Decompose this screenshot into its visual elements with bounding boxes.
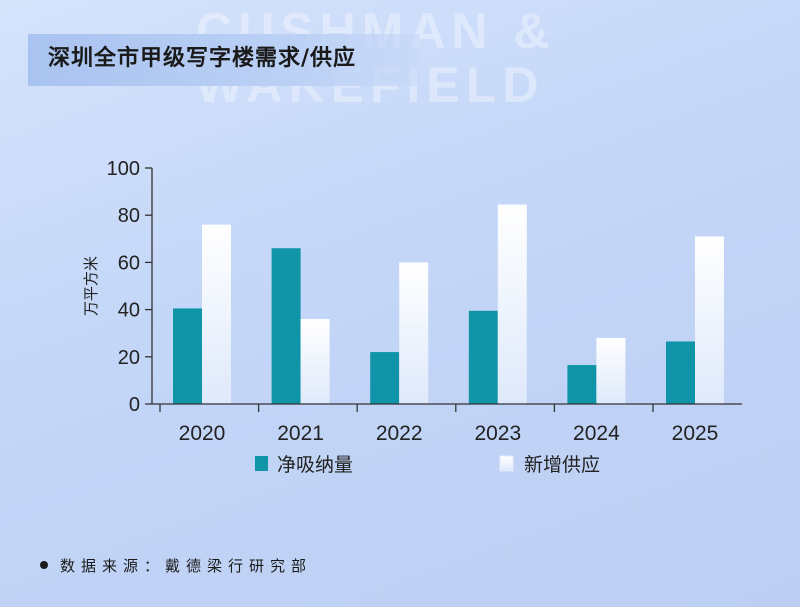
y-tick-label: 80 bbox=[118, 205, 140, 227]
legend: 净吸纳量 新增供应 bbox=[255, 454, 600, 476]
bar-2021-series-1 bbox=[300, 319, 330, 404]
x-tick-label: 2024 bbox=[573, 422, 620, 445]
legend-swatch-1 bbox=[499, 455, 514, 472]
bar-2025-series-1 bbox=[695, 236, 724, 404]
legend-label-1: 新增供应 bbox=[524, 454, 600, 476]
bar-2023-series-0 bbox=[468, 310, 498, 404]
source-bullet bbox=[40, 561, 48, 569]
bar-2025-series-0 bbox=[666, 341, 695, 404]
bar-2020-series-0 bbox=[173, 308, 202, 404]
bars-group bbox=[173, 204, 724, 404]
source-note: 数据来源：戴德梁行研究部 bbox=[60, 557, 313, 575]
x-tick-label: 2020 bbox=[179, 422, 226, 445]
bar-2020-series-1 bbox=[202, 224, 231, 404]
chart-title: 深圳全市甲级写字楼需求/供应 bbox=[48, 46, 357, 71]
x-tick-label: 2022 bbox=[376, 422, 423, 445]
y-axis-label: 万平方米 bbox=[82, 256, 100, 316]
y-tick-label: 20 bbox=[118, 347, 140, 369]
x-tick-label: 2025 bbox=[672, 422, 719, 445]
axes-group: 2020 2021 2022 2023 2024 2025 0 20 40 60 80 100 万平方米 bbox=[82, 158, 742, 445]
y-tick-label: 0 bbox=[129, 394, 140, 416]
legend-label-0: 净吸纳量 bbox=[277, 454, 353, 476]
bar-2023-series-1 bbox=[497, 204, 527, 404]
bar-2024-series-1 bbox=[596, 337, 626, 404]
y-tick-label: 40 bbox=[118, 300, 140, 322]
bar-2021-series-0 bbox=[271, 248, 301, 404]
legend-swatch-0 bbox=[255, 456, 268, 471]
x-tick-label: 2021 bbox=[277, 422, 324, 445]
bar-2024-series-0 bbox=[567, 365, 597, 404]
title-band bbox=[28, 34, 420, 86]
x-tick-label: 2023 bbox=[474, 422, 521, 445]
y-tick-label: 60 bbox=[118, 252, 140, 274]
bar-2022-series-0 bbox=[370, 352, 400, 404]
bar-2022-series-1 bbox=[399, 262, 429, 404]
y-tick-label: 100 bbox=[107, 158, 140, 180]
